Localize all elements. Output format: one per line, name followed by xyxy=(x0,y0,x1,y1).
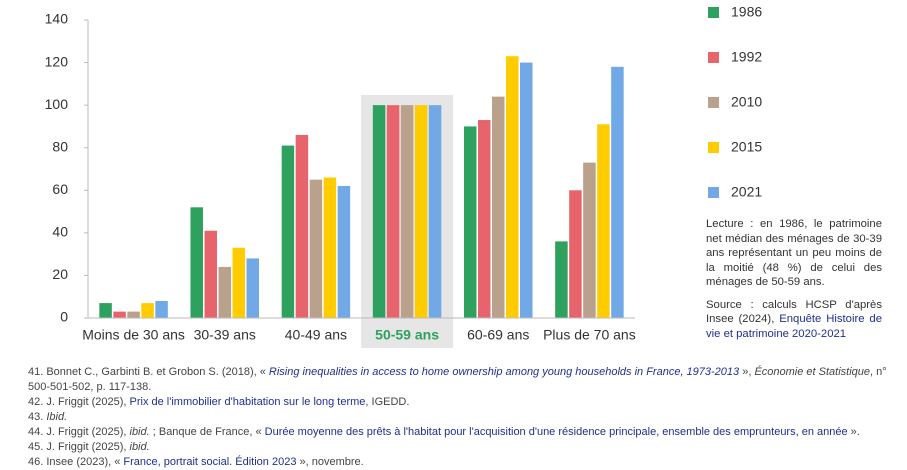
y-tick-label: 120 xyxy=(45,53,69,69)
bar xyxy=(464,126,477,318)
x-tick-label: Plus de 70 ans xyxy=(543,327,636,343)
bar xyxy=(386,105,400,319)
x-tick-label: 30-39 ans xyxy=(194,327,256,343)
bar xyxy=(113,311,126,318)
footnote-link[interactable]: France, portrait social. Édition 2023 xyxy=(123,456,297,468)
y-tick-label: 20 xyxy=(52,266,68,282)
legend-label: 2015 xyxy=(731,139,762,155)
legend-swatch xyxy=(708,187,719,198)
bar xyxy=(190,207,203,318)
bar xyxy=(337,186,351,318)
source-link[interactable]: Enquête Histoire de vie et patrimoine 20… xyxy=(706,313,882,340)
reading-note: Lecture : en 1986, le patrimoine net méd… xyxy=(706,218,882,288)
bar xyxy=(555,241,568,318)
bar xyxy=(478,120,491,319)
footnote-text: 42. J. Friggit (2025), xyxy=(28,396,130,408)
bar xyxy=(400,105,414,319)
legend-swatch xyxy=(708,97,719,108)
source-note: Source : calculs HCSP d'après Insee (202… xyxy=(706,298,882,342)
footnote: 42. J. Friggit (2025), Prix de l'immobil… xyxy=(28,395,888,410)
bar xyxy=(372,105,386,319)
footnote-text: », novembre. xyxy=(296,456,364,468)
bar xyxy=(246,258,259,318)
bar xyxy=(583,162,596,318)
bar xyxy=(506,56,519,318)
footnotes: 41. Bonnet C., Garbinti B. et Grobon S. … xyxy=(28,365,888,470)
footnote-text: ». xyxy=(847,426,860,438)
bar xyxy=(611,66,624,318)
bar xyxy=(99,303,112,318)
y-tick-label: 100 xyxy=(45,96,69,112)
footnote-text: , n° 500-501-502, p. 117-138. xyxy=(28,366,887,393)
footnote-text: 43. xyxy=(28,411,47,423)
bar xyxy=(155,300,168,318)
bar xyxy=(232,247,245,318)
bar xyxy=(428,105,442,319)
footnote-link[interactable]: Durée moyenne des prêts à l'habitat pour… xyxy=(264,426,848,438)
footnote-text: , IGEDD. xyxy=(365,396,410,408)
footnote: 41. Bonnet C., Garbinti B. et Grobon S. … xyxy=(28,365,888,395)
footnote: 45. J. Friggit (2025), ibid. xyxy=(28,440,888,455)
bar xyxy=(520,62,533,319)
y-tick-label: 140 xyxy=(45,11,69,27)
legend-swatch xyxy=(708,7,719,18)
source-text: Source : calculs HCSP d'après Insee (202… xyxy=(706,298,882,326)
footnote-link[interactable]: Rising inequalities in access to home ow… xyxy=(268,366,740,378)
bar xyxy=(295,134,309,318)
legend-label: 1986 xyxy=(731,4,762,20)
bar xyxy=(281,145,295,318)
footnote-text: Ibid. xyxy=(46,411,68,423)
footnote-text: ibid. xyxy=(129,441,150,453)
legend-label: 2010 xyxy=(731,94,762,110)
footnote-text: ; Banque de France, « xyxy=(149,426,265,438)
footnote: 43. Ibid. xyxy=(28,410,888,425)
legend-label: 2021 xyxy=(731,184,762,200)
bar xyxy=(218,266,231,318)
y-tick-label: 40 xyxy=(52,224,68,240)
bar xyxy=(323,177,337,318)
legend-swatch xyxy=(708,52,719,63)
footnote-text: 45. J. Friggit (2025), xyxy=(28,441,130,453)
bar xyxy=(597,124,610,318)
x-tick-label: 50-59 ans xyxy=(375,327,439,343)
footnote-text: 44. J. Friggit (2025), xyxy=(28,426,130,438)
y-tick-label: 60 xyxy=(52,181,68,197)
bar xyxy=(204,230,217,318)
x-tick-label: 60-69 ans xyxy=(467,327,529,343)
footnote: 44. J. Friggit (2025), ibid. ; Banque de… xyxy=(28,425,888,440)
footnote: 46. Insee (2023), « France, portrait soc… xyxy=(28,455,888,470)
footnote-text: Économie et Statistique xyxy=(754,366,871,378)
footnote-text: ibid. xyxy=(129,426,150,438)
legend-label: 1992 xyxy=(731,49,762,65)
bar xyxy=(141,303,154,318)
y-tick-label: 80 xyxy=(52,138,68,154)
footnote-text: 46. Insee (2023), « xyxy=(28,456,124,468)
legend-swatch xyxy=(708,142,719,153)
bar xyxy=(309,179,323,318)
bar xyxy=(414,105,428,319)
footnote-text: », xyxy=(739,366,755,378)
footnote-text: 41. Bonnet C., Garbinti B. et Grobon S. … xyxy=(28,366,269,378)
x-tick-label: 40-49 ans xyxy=(285,327,347,343)
chart: 0 20 40 60 80 100 120 140 Moins de 30 ans 30-39 a… xyxy=(45,4,762,348)
bar xyxy=(492,96,505,318)
x-tick-label: Moins de 30 ans xyxy=(82,327,185,343)
chart-note: Lecture : en 1986, le patrimoine net méd… xyxy=(706,217,882,349)
bar xyxy=(569,190,582,318)
bar xyxy=(127,311,140,318)
footnote-link[interactable]: Prix de l'immobilier d'habitation sur le… xyxy=(129,396,366,408)
y-tick-label: 0 xyxy=(60,309,68,325)
